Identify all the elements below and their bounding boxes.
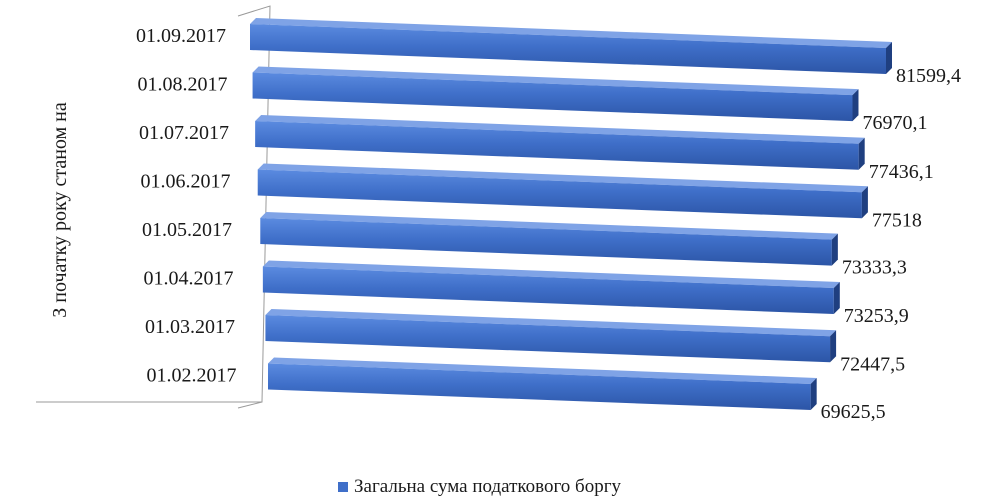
category-label: 01.05.2017: [142, 219, 232, 241]
data-label: 77518: [872, 209, 922, 231]
bar: [252, 72, 853, 122]
bar-top-face: [255, 115, 865, 144]
bar: [255, 121, 859, 170]
axis-frame: [36, 5, 271, 403]
bar-top-face: [265, 309, 837, 337]
category-label: 01.04.2017: [144, 268, 234, 290]
category-label: 01.07.2017: [139, 122, 229, 144]
data-label: 77436,1: [869, 161, 934, 183]
bar-end-face: [886, 42, 892, 74]
axis-floor: [237, 401, 263, 409]
legend-swatch: [338, 482, 348, 492]
y-axis-title: З початку року станом на: [49, 102, 71, 318]
bar-end-face: [830, 330, 837, 363]
category-label: 01.06.2017: [141, 171, 231, 193]
category-label: 01.09.2017: [136, 25, 226, 47]
bar-end-face: [852, 89, 859, 122]
bar-end-face: [861, 186, 868, 219]
bar-top-face: [252, 66, 859, 96]
bar-top-face: [262, 260, 840, 289]
data-label: 73333,3: [842, 257, 907, 279]
bar-chart: З початку року станом на 01.09.2017 81599…: [36, 5, 961, 423]
bar-end-face: [858, 137, 865, 170]
bar: [262, 266, 834, 315]
data-label: 72447,5: [840, 353, 905, 375]
bar-top-face: [250, 18, 892, 48]
data-label: 73253,9: [844, 305, 909, 327]
bar: [250, 24, 886, 74]
bar: [257, 169, 862, 219]
category-label: 01.02.2017: [147, 365, 237, 387]
legend-label: Загальна сума податкового боргу: [354, 476, 622, 497]
bar: [265, 315, 831, 363]
bar: [260, 218, 832, 266]
category-label: 01.03.2017: [145, 316, 235, 338]
bar: [268, 363, 811, 410]
category-label: 01.08.2017: [138, 74, 228, 96]
legend: Загальна сума податкового боргу: [338, 476, 621, 498]
bar-end-face: [833, 282, 840, 315]
bar-end-face: [810, 377, 817, 410]
data-label: 69625,5: [821, 401, 886, 423]
bar-top-face: [260, 212, 838, 240]
bar-top-face: [268, 357, 817, 384]
bar-top-face: [257, 163, 868, 193]
data-label: 81599,4: [896, 65, 961, 87]
data-label: 76970,1: [862, 112, 927, 134]
bar-end-face: [831, 233, 838, 266]
